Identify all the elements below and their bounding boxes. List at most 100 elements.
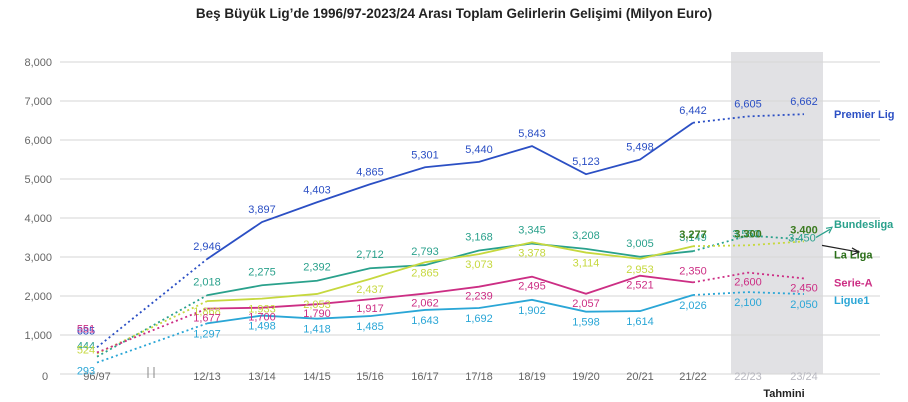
x-tick-label: 20/21 [626, 371, 654, 383]
data-label-serie-a: 2,350 [679, 265, 707, 277]
x-tick-label: 12/13 [193, 371, 221, 383]
data-label-la-liga: 3.300 [734, 228, 762, 240]
data-label-premier-lig: 5,843 [518, 128, 546, 140]
y-tick-label: 5,000 [24, 174, 52, 186]
x-axis: 0 96/97 12/13 13/14 14/15 15/16 16/17 17/18 18/1… [42, 367, 818, 400]
data-label-serie-a: 551 [77, 324, 95, 336]
data-label-la-liga: 3,073 [465, 259, 493, 271]
data-label-bundesliga: 3,149 [679, 232, 707, 244]
series-line-serie-a-early [96, 307, 208, 354]
data-label-premier-lig: 6,442 [679, 105, 707, 117]
y-tick-label: 1,000 [24, 330, 52, 342]
x-tick-label: 18/19 [518, 371, 546, 383]
data-label-premier-lig: 5,301 [411, 149, 439, 161]
data-label-ligue1: 1,598 [572, 317, 600, 329]
data-label-serie-a: 1,917 [356, 303, 384, 315]
data-label-ligue1: 1,498 [248, 321, 276, 333]
data-label-ligue1: 2,026 [679, 300, 707, 312]
x-tick-label: 22/23 [734, 371, 762, 383]
bundesliga-arrow [815, 228, 831, 238]
data-label-bundesliga: 2,018 [193, 276, 221, 288]
x-tick-label: 23/24 [790, 371, 818, 383]
data-label-premier-lig: 3,897 [248, 204, 276, 216]
x-tick-label: 15/16 [356, 371, 384, 383]
data-label-la-liga: 2,053 [303, 299, 331, 311]
data-label-bundesliga: 2,712 [356, 249, 384, 261]
x-tick-label: 17/18 [465, 371, 493, 383]
la-liga-arrow [821, 244, 859, 253]
data-label-bundesliga: 2,275 [248, 266, 276, 278]
data-label-bundesliga: 2,793 [411, 246, 439, 258]
x-tick-label: 13/14 [248, 371, 276, 383]
x-tick-label: 14/15 [303, 371, 331, 383]
data-label-bundesliga: 3,345 [518, 225, 546, 237]
series-line-bundesliga [206, 242, 694, 297]
data-label-la-liga: 524 [77, 345, 95, 357]
bundesliga-arrow-head [825, 226, 834, 234]
data-label-premier-lig: 2,946 [193, 241, 221, 253]
series-name-ligue1: Ligue1 [834, 295, 869, 307]
data-label-bundesliga: 3,450 [788, 232, 816, 244]
data-label-ligue1: 1,692 [465, 313, 493, 325]
data-label-serie-a: 1,677 [193, 313, 221, 325]
y-tick-label: 4,000 [24, 213, 52, 225]
data-label-ligue1: 2,100 [734, 297, 762, 309]
y-axis: 8,000 7,000 6,000 5,000 4,000 3,000 2,000 1,000 [24, 57, 52, 342]
x-tick-label: 96/97 [83, 371, 111, 383]
series-name-premier-lig: Premier Lig [834, 109, 895, 121]
y-tick-label: 7,000 [24, 96, 52, 108]
series-line-premier-lig-early [96, 258, 208, 348]
data-label-serie-a: 2,600 [734, 277, 762, 289]
series-line-ligue1-early [96, 322, 208, 364]
data-label-serie-a: 1,700 [248, 312, 276, 324]
x-tick-label: 21/22 [679, 371, 707, 383]
data-label-la-liga: 2,953 [626, 264, 654, 276]
estimate-band-rect [731, 52, 823, 374]
series-line-bundesliga-early [96, 294, 208, 358]
series-name-bundesliga: Bundesliga [834, 219, 894, 231]
series-line-ligue1 [206, 294, 694, 325]
series-line-premier-lig-estimate [692, 113, 805, 124]
data-label-ligue1: 293 [77, 366, 95, 378]
data-label-serie-a: 2,450 [790, 282, 818, 294]
series-line-serie-a-estimate [692, 271, 805, 284]
data-label-serie-a: 2,521 [626, 280, 654, 292]
series-line-serie-a [206, 274, 694, 310]
data-label-premier-lig: 5,440 [465, 144, 493, 156]
data-label-premier-lig: 685 [77, 325, 95, 337]
data-label-premier-lig: 6,605 [734, 98, 762, 110]
data-label-la-liga: 3,277 [679, 229, 707, 241]
data-label-bundesliga: 3,550 [732, 229, 760, 241]
y-tick-label: 6,000 [24, 135, 52, 147]
data-label-serie-a: 2,057 [572, 298, 600, 310]
data-label-bundesliga: 444 [77, 341, 95, 353]
data-label-premier-lig: 4,865 [356, 166, 384, 178]
data-label-bundesliga: 3,005 [626, 238, 654, 250]
data-label-ligue1: 2,050 [790, 299, 818, 311]
series-lines [96, 113, 805, 364]
data-label-serie-a: 2,495 [518, 281, 546, 293]
series-line-la-liga-estimate [692, 240, 805, 248]
data-label-bundesliga: 2,392 [303, 262, 331, 274]
x-tick-label: 19/20 [572, 371, 600, 383]
series-names: Premier Lig Bundesliga La Liga Serie-A Ligue… [815, 109, 895, 307]
data-label-la-liga: 3.400 [790, 224, 818, 236]
data-label-ligue1: 1,418 [303, 324, 331, 336]
data-label-la-liga: 3,378 [518, 247, 546, 259]
data-label-serie-a: 1,790 [303, 308, 331, 320]
estimate-label: Tahmini [763, 388, 804, 400]
data-label-la-liga: 1,868 [193, 306, 221, 318]
la-liga-arrow-head [851, 247, 861, 256]
data-label-ligue1: 1,485 [356, 321, 384, 333]
data-label-bundesliga: 3,208 [572, 230, 600, 242]
data-label-premier-lig: 5,123 [572, 156, 600, 168]
data-label-la-liga: 1,933 [248, 304, 276, 316]
grid-lines [60, 61, 880, 375]
data-label-ligue1: 1,643 [411, 315, 439, 327]
series-line-la-liga-early [96, 300, 208, 355]
data-label-la-liga: 3,114 [573, 258, 600, 270]
data-label-ligue1: 1,902 [518, 305, 546, 317]
y-tick-label: 2,000 [24, 291, 52, 303]
y-tick-label: 8,000 [24, 57, 52, 69]
